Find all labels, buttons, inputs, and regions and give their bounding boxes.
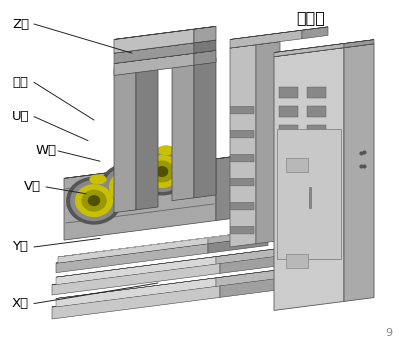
Polygon shape xyxy=(114,53,194,75)
Polygon shape xyxy=(52,276,292,307)
Text: Z轴: Z轴 xyxy=(12,17,29,31)
Polygon shape xyxy=(136,63,158,210)
Ellipse shape xyxy=(158,146,174,154)
Polygon shape xyxy=(114,29,194,53)
Polygon shape xyxy=(64,151,280,178)
Text: 除尘房: 除尘房 xyxy=(296,10,325,25)
Polygon shape xyxy=(194,50,216,65)
Bar xyxy=(286,158,308,172)
Polygon shape xyxy=(114,66,136,213)
Polygon shape xyxy=(194,26,216,43)
Polygon shape xyxy=(274,44,374,57)
Circle shape xyxy=(101,164,155,210)
Text: Y轴: Y轴 xyxy=(12,240,28,253)
Polygon shape xyxy=(194,40,216,53)
Polygon shape xyxy=(344,44,374,301)
Circle shape xyxy=(122,182,134,192)
Polygon shape xyxy=(58,230,264,257)
Ellipse shape xyxy=(124,161,140,170)
Polygon shape xyxy=(56,244,208,273)
Polygon shape xyxy=(344,40,374,48)
Circle shape xyxy=(105,167,151,207)
Circle shape xyxy=(76,185,112,216)
Polygon shape xyxy=(58,238,208,263)
Circle shape xyxy=(150,161,174,182)
Polygon shape xyxy=(216,270,280,286)
Ellipse shape xyxy=(90,175,106,184)
Circle shape xyxy=(110,171,146,203)
Circle shape xyxy=(67,177,121,224)
Bar xyxy=(309,187,312,208)
Polygon shape xyxy=(274,48,344,310)
Circle shape xyxy=(88,196,100,205)
Text: 打蜡: 打蜡 xyxy=(12,76,28,89)
Bar xyxy=(307,106,326,117)
Polygon shape xyxy=(56,248,280,277)
Circle shape xyxy=(82,190,106,211)
Circle shape xyxy=(144,156,180,187)
Text: X轴: X轴 xyxy=(12,297,29,310)
Polygon shape xyxy=(230,30,302,48)
Text: W轴: W轴 xyxy=(36,144,57,157)
Polygon shape xyxy=(194,58,216,198)
Bar xyxy=(279,106,298,117)
Bar xyxy=(307,87,326,98)
Polygon shape xyxy=(56,270,280,298)
Circle shape xyxy=(156,167,168,176)
Polygon shape xyxy=(230,42,280,48)
Polygon shape xyxy=(56,278,216,307)
Bar xyxy=(286,254,308,268)
Circle shape xyxy=(71,181,117,221)
Polygon shape xyxy=(172,58,216,63)
Circle shape xyxy=(135,148,189,195)
Polygon shape xyxy=(274,40,374,52)
Bar xyxy=(277,129,341,259)
Polygon shape xyxy=(114,26,216,39)
Polygon shape xyxy=(230,27,328,39)
Polygon shape xyxy=(52,254,292,285)
Text: V轴: V轴 xyxy=(24,180,41,193)
Polygon shape xyxy=(208,230,264,244)
Polygon shape xyxy=(274,44,344,57)
Text: 9: 9 xyxy=(385,328,392,338)
Polygon shape xyxy=(220,276,292,297)
Polygon shape xyxy=(230,45,256,247)
Polygon shape xyxy=(114,43,194,63)
Polygon shape xyxy=(114,50,216,63)
Polygon shape xyxy=(64,159,216,240)
Polygon shape xyxy=(56,236,268,263)
Polygon shape xyxy=(216,248,280,264)
Bar xyxy=(279,125,298,135)
Polygon shape xyxy=(56,257,216,285)
Polygon shape xyxy=(302,27,328,39)
Polygon shape xyxy=(114,40,216,53)
FancyBboxPatch shape xyxy=(230,226,254,234)
Text: U轴: U轴 xyxy=(12,110,30,123)
Circle shape xyxy=(116,177,140,197)
Bar xyxy=(307,125,326,135)
Polygon shape xyxy=(172,61,194,201)
Polygon shape xyxy=(220,254,292,273)
Polygon shape xyxy=(256,42,280,244)
Bar xyxy=(279,87,298,98)
Polygon shape xyxy=(208,236,268,253)
Polygon shape xyxy=(52,285,220,319)
Polygon shape xyxy=(114,63,158,69)
FancyBboxPatch shape xyxy=(230,106,254,114)
FancyBboxPatch shape xyxy=(230,202,254,210)
Polygon shape xyxy=(52,263,220,295)
Polygon shape xyxy=(216,151,280,221)
FancyBboxPatch shape xyxy=(230,154,254,162)
FancyBboxPatch shape xyxy=(230,178,254,186)
Circle shape xyxy=(139,152,185,191)
FancyBboxPatch shape xyxy=(230,130,254,138)
